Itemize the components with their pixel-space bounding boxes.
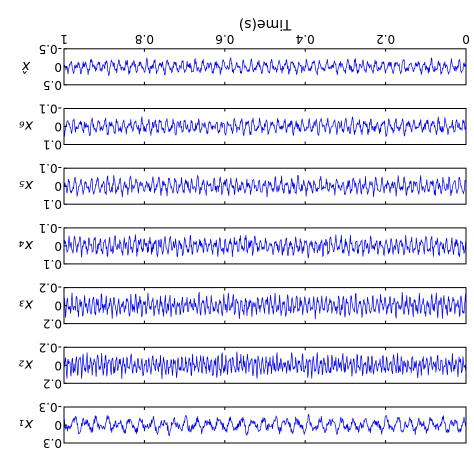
y-tick-label: 0	[54, 60, 62, 74]
x-tick-label: 0	[462, 32, 470, 46]
y-tick-label: 0.1	[43, 257, 62, 271]
y-tick-label: 0	[54, 418, 62, 432]
signal-panel: -0.1 0 0.1 x₅	[19, 161, 467, 211]
y-tick-label: 0.2	[43, 376, 62, 390]
panel-frame	[63, 48, 467, 86]
x-tick-label: 0.6	[215, 32, 234, 46]
series-label: x₄	[19, 237, 34, 253]
y-tick-label: -0.5	[39, 42, 62, 56]
y-tick-label: 0	[54, 239, 62, 253]
x-tick-label: 1	[60, 32, 68, 46]
series-label: x₅	[19, 177, 34, 193]
y-tick-label: 0	[54, 358, 62, 372]
signal-trace	[63, 413, 467, 437]
y-tick-label: -0.2	[39, 340, 62, 354]
series-label: x₃	[19, 297, 34, 313]
signal-panel: -0.1 0 0.1 x₆	[19, 102, 467, 152]
y-tick-label: 0	[54, 120, 62, 134]
y-tick-label: -0.3	[39, 400, 62, 414]
signal-trace	[63, 56, 467, 76]
y-tick-label: 0.2	[43, 317, 62, 331]
signal-trace	[63, 174, 467, 198]
series-label: x₂	[19, 356, 34, 372]
signal-panel: -0.1 0 0.1 x₄	[19, 221, 467, 271]
y-tick-label: -0.1	[39, 102, 62, 116]
y-tick-label: 0.1	[43, 197, 62, 211]
panel-frame	[63, 167, 467, 205]
signal-trace	[63, 291, 467, 320]
x-tick-label: 0.8	[135, 32, 154, 46]
x-tick-label: 0.2	[376, 32, 395, 46]
y-tick-label: 0	[54, 179, 62, 193]
signal-panel: -0.5 0 0.5 x̂	[21, 42, 467, 92]
y-tick-label: 0	[54, 299, 62, 313]
series-label: x₁	[19, 416, 34, 432]
series-label: x̂	[21, 58, 31, 74]
y-tick-label: -0.2	[39, 281, 62, 295]
y-tick-label: 0.3	[43, 436, 62, 450]
signal-trace	[63, 234, 467, 259]
series-label: x₆	[19, 118, 34, 134]
x-tick-label: 0.4	[296, 32, 315, 46]
y-tick-label: 0.5	[43, 78, 62, 92]
y-tick-label: -0.1	[39, 221, 62, 235]
panel-frame	[63, 406, 467, 444]
signal-trace	[63, 116, 467, 138]
signal-panel: -0.2 0 0.2 x₃	[19, 281, 467, 331]
signal-panel: -0.3 0 0.3 x₁	[19, 400, 467, 450]
x-axis-label: Time(s)	[239, 16, 292, 32]
y-tick-label: -0.1	[39, 161, 62, 175]
y-tick-label: 0.1	[43, 138, 62, 152]
signal-panels: -0.3 0 0.3 x₁ -0.2 0 0.2 x₂ -0.2 0 0.2 x₃ -0.1 0 0.1 x₄…	[19, 32, 470, 450]
signal-trace	[63, 351, 467, 380]
signal-panel: -0.2 0 0.2 x₂	[19, 340, 467, 390]
